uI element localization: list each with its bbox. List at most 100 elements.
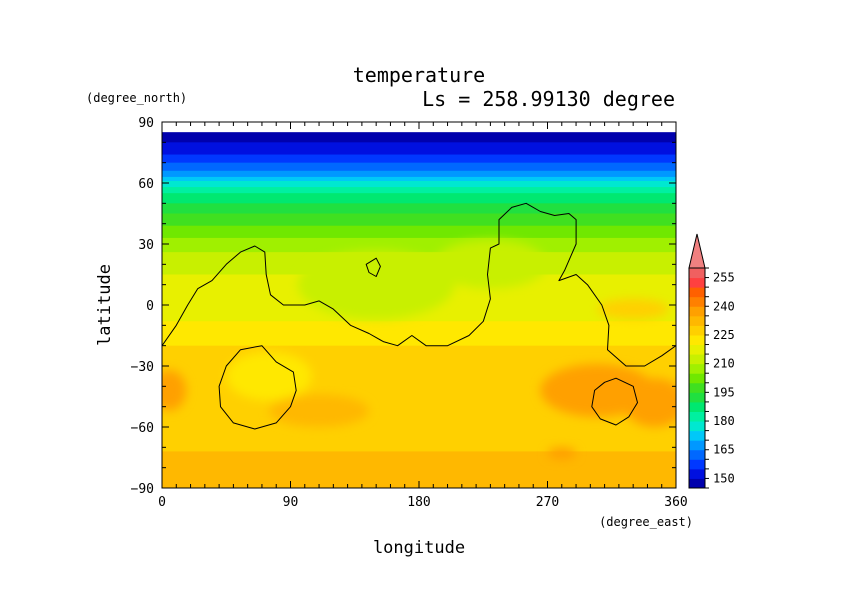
latitude-band bbox=[162, 162, 676, 166]
latitude-band bbox=[162, 168, 676, 172]
chart-title-block: temperature Ls = 258.99130 degree (degre… bbox=[86, 63, 675, 111]
colorbar-extend-arrow bbox=[688, 233, 706, 269]
latitude-band bbox=[162, 396, 676, 400]
latitude-band bbox=[162, 435, 676, 438]
y-tick-label: −30 bbox=[131, 360, 154, 375]
colorbar-swatch bbox=[689, 306, 705, 317]
latitude-band bbox=[162, 239, 676, 243]
latitude-band bbox=[162, 382, 676, 385]
latitude-band bbox=[162, 197, 676, 200]
colorbar-swatch bbox=[689, 411, 705, 422]
y-axis-label: latitude bbox=[95, 264, 115, 346]
y-units: (degree_north) bbox=[86, 91, 187, 105]
latitude-band bbox=[162, 207, 676, 211]
latitude-band bbox=[162, 457, 676, 461]
colorbar-swatch bbox=[689, 478, 705, 489]
latitude-band bbox=[162, 437, 676, 440]
y-tick-label: 0 bbox=[146, 299, 154, 314]
latitude-band bbox=[162, 221, 676, 225]
latitude-band bbox=[162, 384, 676, 387]
latitude-band bbox=[162, 406, 676, 410]
latitude-band bbox=[162, 422, 676, 426]
colorbar-label: 210 bbox=[713, 357, 735, 371]
latitude-band bbox=[162, 451, 676, 455]
x-tick-label: 90 bbox=[283, 495, 299, 510]
latitude-band bbox=[162, 347, 676, 351]
latitude-band bbox=[162, 408, 676, 412]
latitude-band bbox=[162, 215, 676, 219]
latitude-band bbox=[162, 246, 676, 249]
latitude-band bbox=[162, 252, 676, 255]
latitude-band bbox=[162, 420, 676, 424]
chart-title: temperature bbox=[353, 63, 485, 87]
y-tick-label: −60 bbox=[131, 421, 154, 436]
latitude-band bbox=[162, 144, 676, 147]
latitude-band bbox=[162, 404, 676, 408]
contour-line bbox=[591, 377, 638, 426]
colorbar-swatch bbox=[689, 287, 705, 298]
latitude-band bbox=[162, 402, 676, 406]
latitude-band bbox=[162, 217, 676, 221]
colorbar-swatch bbox=[689, 459, 705, 470]
latitude-band bbox=[162, 156, 676, 160]
latitude-band bbox=[162, 349, 676, 353]
latitude-band bbox=[162, 317, 676, 320]
colorbar-swatch bbox=[689, 354, 705, 365]
latitude-band bbox=[162, 187, 676, 190]
latitude-band bbox=[162, 203, 676, 206]
y-tick-label: 30 bbox=[138, 238, 154, 253]
latitude-band bbox=[162, 241, 676, 245]
latitude-band bbox=[162, 185, 676, 188]
latitude-band bbox=[162, 414, 676, 418]
latitude-band bbox=[162, 233, 676, 237]
colorbar-swatch bbox=[689, 373, 705, 384]
latitude-band bbox=[162, 361, 676, 365]
latitude-band bbox=[162, 412, 676, 416]
x-axis: 0 90 180 270 360 bbox=[158, 122, 688, 510]
temperature-patch bbox=[297, 250, 455, 320]
latitude-band bbox=[162, 471, 676, 475]
latitude-band bbox=[162, 363, 676, 367]
y-tick-label: 60 bbox=[138, 177, 154, 192]
colorbar-swatch bbox=[689, 392, 705, 403]
temperature-patch bbox=[269, 394, 370, 427]
latitude-band bbox=[162, 429, 676, 432]
latitude-band bbox=[162, 467, 676, 471]
latitude-band bbox=[162, 353, 676, 357]
latitude-band bbox=[162, 142, 676, 145]
colorbar: 150 165 180 195 210 225 240 255 bbox=[688, 233, 735, 489]
latitude-band bbox=[162, 152, 676, 156]
colorbar-label: 240 bbox=[713, 299, 735, 313]
x-tick-label: 0 bbox=[158, 495, 166, 510]
latitude-band bbox=[162, 459, 676, 463]
contour-line bbox=[218, 345, 297, 430]
latitude-band bbox=[162, 449, 676, 452]
colorbar-swatch bbox=[689, 421, 705, 432]
latitude-band bbox=[162, 219, 676, 223]
latitude-band bbox=[162, 235, 676, 239]
latitude-band bbox=[162, 193, 676, 196]
latitude-band bbox=[162, 443, 676, 446]
latitude-band bbox=[162, 447, 676, 450]
latitude-band bbox=[162, 424, 676, 428]
latitude-band bbox=[162, 376, 676, 379]
latitude-band bbox=[162, 445, 676, 448]
x-axis-label: longitude bbox=[373, 538, 465, 558]
chart-subtitle: Ls = 258.99130 degree bbox=[422, 87, 675, 111]
latitude-band bbox=[162, 205, 676, 208]
latitude-band bbox=[162, 418, 676, 422]
latitude-band bbox=[162, 390, 676, 394]
latitude-band bbox=[162, 319, 676, 322]
contour-line bbox=[162, 202, 676, 367]
latitude-band bbox=[162, 368, 676, 371]
latitude-band bbox=[162, 244, 676, 247]
latitude-band bbox=[162, 211, 676, 215]
latitude-band bbox=[162, 325, 676, 328]
latitude-band bbox=[162, 441, 676, 444]
colorbar-swatch bbox=[689, 430, 705, 441]
latitude-band bbox=[162, 160, 676, 164]
colorbar-label: 150 bbox=[713, 471, 735, 485]
latitude-band bbox=[162, 250, 676, 253]
colorbar-label: 195 bbox=[713, 385, 735, 399]
